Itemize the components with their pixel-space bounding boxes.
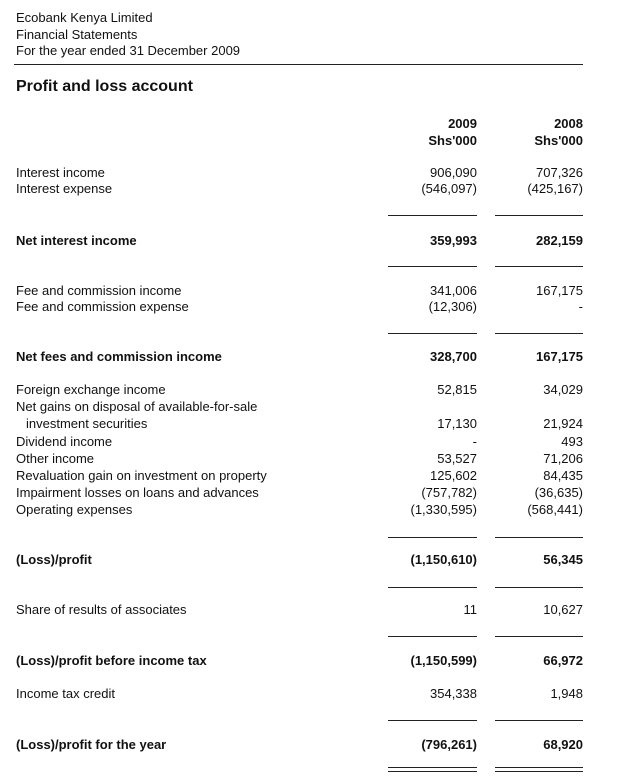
- row-label: Impairment losses on loans and advances: [16, 485, 259, 500]
- row-label: Foreign exchange income: [16, 382, 166, 397]
- row-label: Revaluation gain on investment on proper…: [16, 468, 267, 483]
- row-label: Operating expenses: [16, 502, 133, 517]
- total-rule: [388, 537, 477, 538]
- row-value-2009: (1,330,595): [410, 502, 478, 517]
- total-rule: [388, 771, 477, 772]
- row-value-2009: 359,993: [430, 233, 477, 248]
- row-value-2008: 84,435: [543, 468, 583, 483]
- row-value-2009: 17,130: [437, 416, 477, 431]
- row-label: (Loss)/profit: [16, 552, 92, 567]
- row-label: (Loss)/profit before income tax: [16, 653, 207, 668]
- row-label: Net fees and commission income: [16, 349, 222, 364]
- row-label: investment securities: [26, 416, 148, 431]
- row-value-2009: 125,602: [430, 468, 477, 483]
- total-rule: [495, 215, 583, 216]
- row-label: Income tax credit: [16, 686, 115, 701]
- total-rule: [495, 771, 583, 772]
- row-value-2008: 282,159: [536, 233, 583, 248]
- header-divider: [14, 64, 583, 65]
- column-year-2009: 2009: [448, 116, 477, 131]
- row-label: Net gains on disposal of available-for-s…: [16, 399, 258, 414]
- row-value-2009: 341,006: [430, 283, 477, 298]
- row-value-2008: (568,441): [527, 502, 583, 517]
- row-value-2008: 167,175: [536, 283, 583, 298]
- column-unit-2008: Shs'000: [534, 133, 583, 148]
- row-value-2009: (12,306): [428, 299, 477, 314]
- total-rule: [495, 266, 583, 267]
- period: For the year ended 31 December 2009: [16, 43, 241, 58]
- company-name: Ecobank Kenya Limited: [16, 10, 153, 25]
- row-value-2009: (1,150,610): [410, 552, 478, 567]
- row-value-2009: 53,527: [437, 451, 477, 466]
- row-value-2009: (796,261): [421, 737, 477, 752]
- row-value-2009: (546,097): [421, 181, 477, 196]
- row-value-2009: 52,815: [437, 382, 477, 397]
- total-rule: [388, 720, 477, 721]
- row-value-2008: 707,326: [536, 165, 583, 180]
- total-rule: [495, 720, 583, 721]
- page-title: Profit and loss account: [16, 78, 193, 95]
- total-rule: [388, 215, 477, 216]
- row-value-2009: 906,090: [430, 165, 477, 180]
- row-label: Net interest income: [16, 233, 137, 248]
- row-label: Fee and commission expense: [16, 299, 189, 314]
- total-rule: [388, 767, 477, 768]
- total-rule: [495, 333, 583, 334]
- row-value-2008: 167,175: [536, 349, 583, 364]
- row-value-2009: -: [472, 434, 477, 449]
- total-rule: [388, 266, 477, 267]
- total-rule: [388, 636, 477, 637]
- total-rule: [495, 537, 583, 538]
- row-label: Fee and commission income: [16, 283, 182, 298]
- row-value-2008: (425,167): [527, 181, 583, 196]
- total-rule: [388, 333, 477, 334]
- row-value-2008: 68,920: [543, 737, 583, 752]
- total-rule: [388, 587, 477, 588]
- row-value-2008: 66,972: [543, 653, 583, 668]
- row-value-2008: 10,627: [543, 602, 583, 617]
- total-rule: [495, 587, 583, 588]
- row-value-2009: 354,338: [430, 686, 477, 701]
- row-value-2009: 328,700: [430, 349, 477, 364]
- row-label: Other income: [16, 451, 95, 466]
- row-label: Interest income: [16, 165, 105, 180]
- row-value-2008: -: [578, 299, 583, 314]
- row-value-2008: 493: [561, 434, 583, 449]
- row-value-2008: 1,948: [550, 686, 583, 701]
- row-label: (Loss)/profit for the year: [16, 737, 167, 752]
- row-value-2009: (1,150,599): [410, 653, 478, 668]
- column-year-2008: 2008: [554, 116, 583, 131]
- row-value-2009: (757,782): [421, 485, 477, 500]
- column-unit-2009: Shs'000: [428, 133, 477, 148]
- row-value-2008: 21,924: [543, 416, 583, 431]
- row-value-2008: 71,206: [543, 451, 583, 466]
- row-label: Share of results of associates: [16, 602, 187, 617]
- row-value-2008: 34,029: [543, 382, 583, 397]
- row-value-2009: 11: [463, 602, 478, 617]
- total-rule: [495, 636, 583, 637]
- document-name: Financial Statements: [16, 27, 138, 42]
- row-value-2008: 56,345: [543, 552, 583, 567]
- row-label: Interest expense: [16, 181, 113, 196]
- row-value-2008: (36,635): [534, 485, 583, 500]
- row-label: Dividend income: [16, 434, 113, 449]
- total-rule: [495, 767, 583, 768]
